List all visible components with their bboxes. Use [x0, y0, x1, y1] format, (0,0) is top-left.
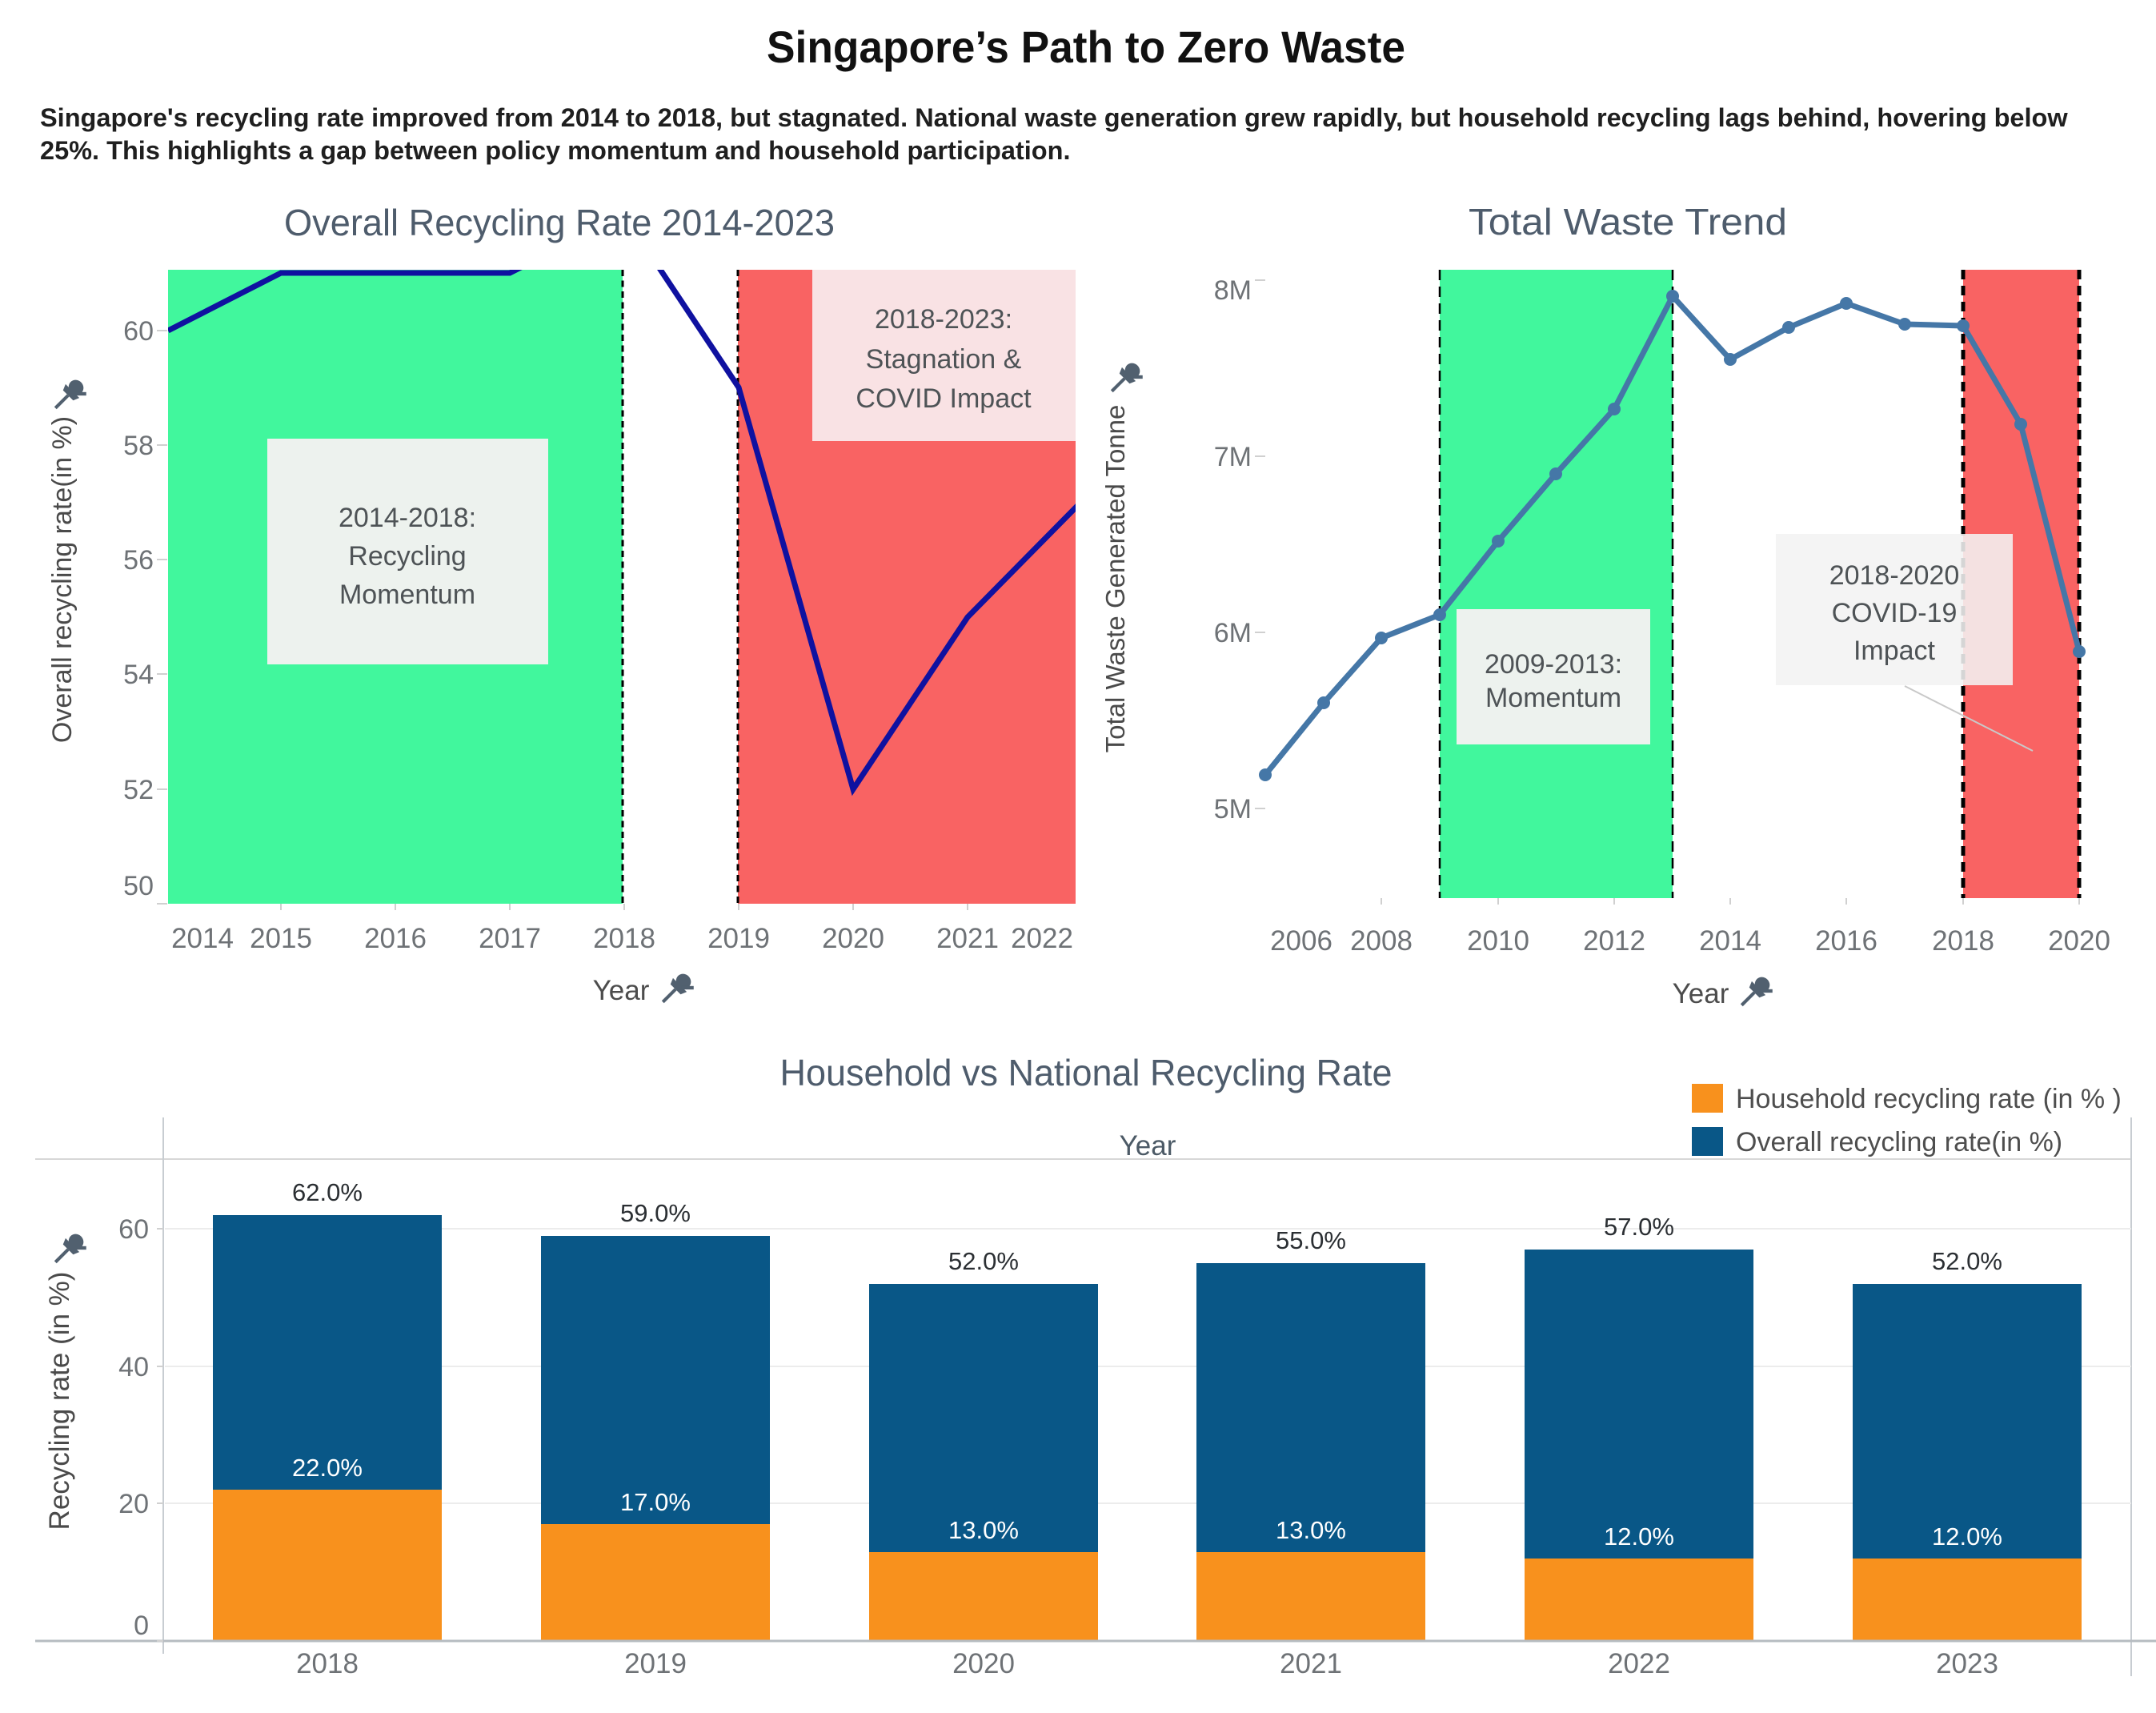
- svg-text:Recycling: Recycling: [348, 541, 466, 572]
- svg-text:2014-2018:: 2014-2018:: [339, 503, 476, 533]
- svg-text:Overall recycling rate(in %): Overall recycling rate(in %): [1736, 1127, 2062, 1157]
- svg-text:Household vs National Recyclin: Household vs National Recycling Rate: [780, 1052, 1393, 1093]
- svg-text:5M: 5M: [1214, 794, 1252, 824]
- svg-text:13.0%: 13.0%: [948, 1516, 1019, 1544]
- svg-text:2014: 2014: [1699, 925, 1761, 957]
- svg-text:52: 52: [123, 775, 154, 805]
- svg-text:2023: 2023: [1936, 1648, 1998, 1679]
- svg-text:54: 54: [123, 660, 154, 690]
- svg-text:6M: 6M: [1214, 618, 1252, 648]
- svg-text:8M: 8M: [1214, 275, 1252, 306]
- svg-text:52.0%: 52.0%: [1932, 1247, 2002, 1275]
- svg-text:COVID Impact: COVID Impact: [856, 383, 1032, 414]
- svg-text:Stagnation &: Stagnation &: [866, 344, 1022, 375]
- svg-text:59.0%: 59.0%: [620, 1199, 691, 1227]
- svg-text:2014: 2014: [171, 923, 234, 954]
- svg-text:40: 40: [118, 1352, 149, 1382]
- svg-text:55.0%: 55.0%: [1276, 1226, 1346, 1254]
- svg-text:2020: 2020: [952, 1648, 1015, 1679]
- svg-text:Year: Year: [1120, 1130, 1176, 1161]
- svg-text:2018-2023:: 2018-2023:: [875, 304, 1012, 335]
- svg-text:2017: 2017: [479, 923, 541, 954]
- svg-text:Year: Year: [1673, 978, 1729, 1009]
- svg-text:Recycling rate (in %): Recycling rate (in %): [44, 1272, 75, 1530]
- svg-text:2016: 2016: [364, 923, 427, 954]
- svg-text:56: 56: [123, 545, 154, 576]
- svg-text:2009-2013:: 2009-2013:: [1485, 649, 1622, 680]
- svg-text:2022: 2022: [1608, 1648, 1670, 1679]
- svg-text:COVID-19: COVID-19: [1832, 598, 1958, 628]
- svg-text:Household recycling rate (in %: Household recycling rate (in % ): [1736, 1084, 2122, 1114]
- svg-text:2018: 2018: [593, 923, 655, 954]
- svg-text:17.0%: 17.0%: [620, 1488, 691, 1516]
- svg-text:2018: 2018: [1932, 925, 1994, 957]
- svg-text:2019: 2019: [624, 1648, 687, 1679]
- svg-text:57.0%: 57.0%: [1604, 1213, 1674, 1241]
- svg-text:22.0%: 22.0%: [292, 1454, 363, 1482]
- svg-text:2016: 2016: [1815, 925, 1877, 957]
- svg-text:2015: 2015: [250, 923, 312, 954]
- svg-text:2018-2020: 2018-2020: [1829, 560, 1960, 591]
- svg-text:2012: 2012: [1583, 925, 1645, 957]
- svg-text:20: 20: [118, 1489, 149, 1519]
- svg-text:25%. This highlights a gap bet: 25%. This highlights a gap between polic…: [40, 136, 1071, 165]
- svg-text:2020: 2020: [822, 923, 884, 954]
- svg-text:2006: 2006: [1270, 925, 1332, 957]
- svg-text:Singapore's recycling rate imp: Singapore's recycling rate improved from…: [40, 103, 2068, 132]
- svg-text:58: 58: [123, 431, 154, 461]
- svg-text:12.0%: 12.0%: [1604, 1522, 1674, 1551]
- svg-text:2022: 2022: [1011, 923, 1073, 954]
- svg-text:60: 60: [123, 316, 154, 347]
- svg-text:62.0%: 62.0%: [292, 1178, 363, 1206]
- svg-text:2008: 2008: [1350, 925, 1413, 957]
- svg-text:Total Waste Trend: Total Waste Trend: [1469, 201, 1787, 243]
- svg-text:7M: 7M: [1214, 442, 1252, 472]
- svg-text:Overall recycling rate(in %): Overall recycling rate(in %): [47, 416, 78, 743]
- svg-text:12.0%: 12.0%: [1932, 1522, 2002, 1551]
- svg-text:Impact: Impact: [1853, 636, 1936, 666]
- svg-text:13.0%: 13.0%: [1276, 1516, 1346, 1544]
- svg-text:2020: 2020: [2048, 925, 2110, 957]
- svg-text:2010: 2010: [1467, 925, 1529, 957]
- svg-text:Momentum: Momentum: [1485, 683, 1621, 713]
- svg-text:Overall Recycling Rate 2014-20: Overall Recycling Rate 2014-2023: [284, 202, 835, 243]
- svg-text:52.0%: 52.0%: [948, 1247, 1019, 1275]
- svg-text:60: 60: [118, 1214, 149, 1245]
- svg-text:2018: 2018: [296, 1648, 359, 1679]
- svg-text:Total Waste Generated Tonne: Total Waste Generated Tonne: [1100, 405, 1130, 753]
- svg-text:0: 0: [134, 1611, 149, 1641]
- svg-text:50: 50: [123, 871, 154, 901]
- svg-text:2021: 2021: [1280, 1648, 1342, 1679]
- svg-text:Year: Year: [593, 975, 650, 1006]
- svg-text:Momentum: Momentum: [339, 580, 475, 610]
- svg-text:2019: 2019: [707, 923, 770, 954]
- svg-text:2021: 2021: [936, 923, 999, 954]
- svg-text:Singapore’s Path to Zero Waste: Singapore’s Path to Zero Waste: [767, 22, 1405, 72]
